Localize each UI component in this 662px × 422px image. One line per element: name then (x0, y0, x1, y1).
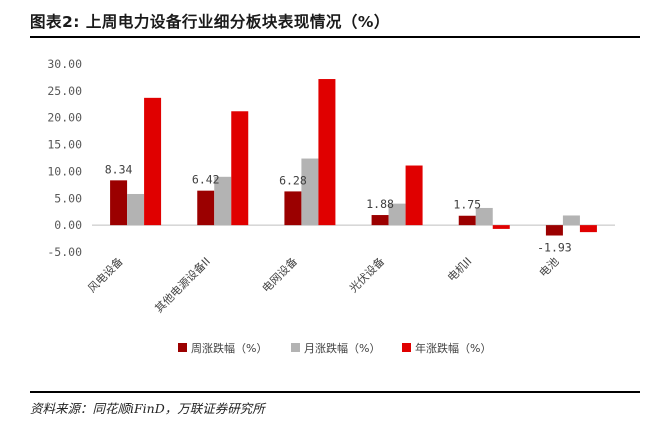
bar-series-1 (197, 190, 215, 226)
data-label: 6.28 (279, 173, 307, 187)
category-label: 电机II (444, 254, 474, 284)
bar-series-3 (405, 165, 423, 226)
y-tick-label: 25.00 (47, 84, 82, 98)
category-label: 光伏设备 (346, 254, 387, 295)
bar-series-1 (284, 191, 302, 226)
data-label: 6.42 (192, 173, 220, 187)
y-tick-label: 15.00 (47, 138, 82, 152)
legend-label: 月涨跌幅（%） (304, 341, 380, 355)
category-label: 电池 (537, 255, 562, 280)
bar-series-2 (214, 176, 232, 226)
y-tick-label: 5.00 (54, 191, 82, 205)
data-label: -1.93 (537, 241, 572, 255)
chart-title-area: 图表2: 上周电力设备行业细分板块表现情况（%） (30, 8, 640, 38)
axis-layer: -5.00 0.00 5.00 10.00 15.00 20.00 25.00 30.00 (47, 57, 615, 259)
bar-series-1 (110, 180, 128, 226)
bar-series-3 (492, 225, 510, 229)
bar-series-1 (545, 225, 563, 236)
y-tick-label: -5.00 (47, 245, 82, 259)
legend-swatch (178, 343, 187, 352)
legend-label: 年涨跌幅（%） (415, 341, 491, 355)
data-label: 1.88 (366, 197, 394, 211)
bar-series-1 (371, 215, 389, 226)
chart-title: 图表2: 上周电力设备行业细分板块表现情况（%） (30, 13, 390, 31)
y-tick-label: 0.00 (54, 218, 82, 232)
bar-series-2 (388, 203, 406, 226)
data-label: 8.34 (105, 162, 133, 176)
bar-series-1 (458, 215, 476, 226)
y-tick-label: 30.00 (47, 57, 82, 71)
bottom-rule (30, 391, 640, 393)
bar-series-3 (579, 225, 597, 233)
bar-series-2 (562, 215, 580, 226)
source-note: 资料来源：同花顺iFinD，万联证券研究所 (30, 401, 265, 416)
bar-series-3 (318, 79, 336, 226)
category-label: 其他电源设备II (152, 254, 213, 315)
bar-series-3 (231, 111, 249, 226)
bar-series-2 (127, 193, 145, 226)
bar-series-3 (144, 97, 162, 226)
y-tick-label: 20.00 (47, 111, 82, 125)
data-label: 1.75 (453, 198, 481, 212)
bars-layer (110, 79, 597, 236)
legend: 周涨跌幅（%） 月涨跌幅（%） 年涨跌幅（%） (178, 341, 491, 355)
y-tick-label: 10.00 (47, 164, 82, 178)
legend-label: 周涨跌幅（%） (191, 341, 267, 355)
category-label: 风电设备 (85, 254, 126, 295)
legend-swatch (291, 343, 300, 352)
bar-series-2 (301, 158, 319, 226)
bar-chart: -5.00 0.00 5.00 10.00 15.00 20.00 25.00 30.00 8… (47, 57, 615, 355)
category-label: 电网设备 (259, 254, 300, 295)
legend-swatch (402, 343, 411, 352)
top-rule (30, 36, 640, 38)
bar-series-2 (475, 207, 493, 226)
